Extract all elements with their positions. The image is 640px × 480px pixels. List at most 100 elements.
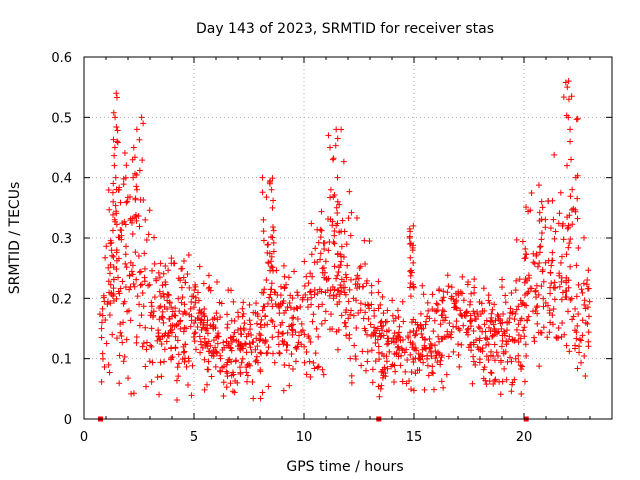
data-point	[445, 353, 452, 360]
data-point	[257, 368, 264, 375]
data-point	[483, 342, 490, 349]
data-point	[180, 349, 187, 356]
data-point	[280, 387, 287, 394]
data-point	[262, 336, 269, 343]
data-point	[108, 289, 115, 296]
data-point	[523, 302, 530, 309]
data-point	[214, 340, 221, 347]
data-point	[281, 284, 288, 291]
data-point	[231, 389, 238, 396]
data-point	[172, 333, 179, 340]
data-point	[301, 343, 308, 350]
data-point	[377, 301, 384, 308]
data-point	[180, 274, 187, 281]
data-point	[133, 339, 140, 346]
data-point	[417, 356, 424, 363]
data-point	[256, 330, 263, 337]
data-point	[213, 350, 220, 357]
y-tick-label: 0.1	[51, 353, 72, 368]
data-point	[475, 324, 482, 331]
data-point	[406, 241, 413, 248]
data-point	[368, 347, 375, 354]
data-point	[399, 298, 406, 305]
data-point	[521, 255, 528, 262]
data-point	[130, 174, 137, 181]
data-point	[304, 296, 311, 303]
data-point	[505, 338, 512, 345]
data-point	[334, 272, 341, 279]
data-point	[482, 334, 489, 341]
data-point	[326, 292, 333, 299]
data-point	[517, 317, 524, 324]
data-point	[536, 209, 543, 216]
data-point	[268, 263, 275, 270]
data-point	[534, 310, 541, 317]
data-point	[133, 126, 140, 133]
data-point	[301, 359, 308, 366]
data-point	[528, 189, 535, 196]
data-point	[112, 114, 119, 121]
data-point	[563, 112, 570, 119]
data-point	[310, 359, 317, 366]
data-point	[294, 289, 301, 296]
data-point	[522, 245, 529, 252]
data-point	[249, 339, 256, 346]
data-point	[260, 303, 267, 310]
data-point	[189, 362, 196, 369]
data-point	[201, 386, 208, 393]
data-point	[223, 368, 230, 375]
data-point	[372, 327, 379, 334]
data-point	[268, 286, 275, 293]
data-point	[178, 299, 185, 306]
data-point	[229, 369, 236, 376]
data-point	[214, 316, 221, 323]
data-point	[149, 267, 156, 274]
data-point	[139, 343, 146, 350]
data-point	[361, 237, 368, 244]
data-point	[504, 327, 511, 334]
data-point	[122, 221, 129, 228]
data-point	[567, 263, 574, 270]
data-point	[521, 333, 528, 340]
data-point	[150, 308, 157, 315]
data-point	[504, 318, 511, 325]
data-point	[412, 355, 419, 362]
data-point	[436, 286, 443, 293]
data-point	[263, 277, 270, 284]
data-point	[499, 276, 506, 283]
data-point	[533, 294, 540, 301]
data-point	[509, 336, 516, 343]
data-point	[573, 293, 580, 300]
data-point	[165, 292, 172, 299]
data-point	[261, 322, 268, 329]
data-point	[208, 373, 215, 380]
data-point	[177, 325, 184, 332]
data-point	[136, 167, 143, 174]
data-point	[220, 379, 227, 386]
data-point	[110, 253, 117, 260]
data-point	[564, 214, 571, 221]
data-point	[564, 225, 571, 232]
data-point	[202, 339, 209, 346]
data-point	[148, 325, 155, 332]
data-point	[366, 238, 373, 245]
data-point	[295, 339, 302, 346]
data-point	[508, 358, 515, 365]
data-point	[162, 278, 169, 285]
data-point	[350, 312, 357, 319]
data-point	[265, 383, 272, 390]
data-point	[556, 283, 563, 290]
data-point	[321, 269, 328, 276]
data-point	[102, 317, 109, 324]
data-point	[538, 230, 545, 237]
data-point	[290, 314, 297, 321]
data-point	[463, 329, 470, 336]
data-point	[496, 378, 503, 385]
data-point	[353, 324, 360, 331]
data-point	[542, 224, 549, 231]
data-point	[305, 304, 312, 311]
data-point	[106, 369, 113, 376]
data-point	[440, 294, 447, 301]
data-point	[292, 329, 299, 336]
data-point	[317, 234, 324, 241]
